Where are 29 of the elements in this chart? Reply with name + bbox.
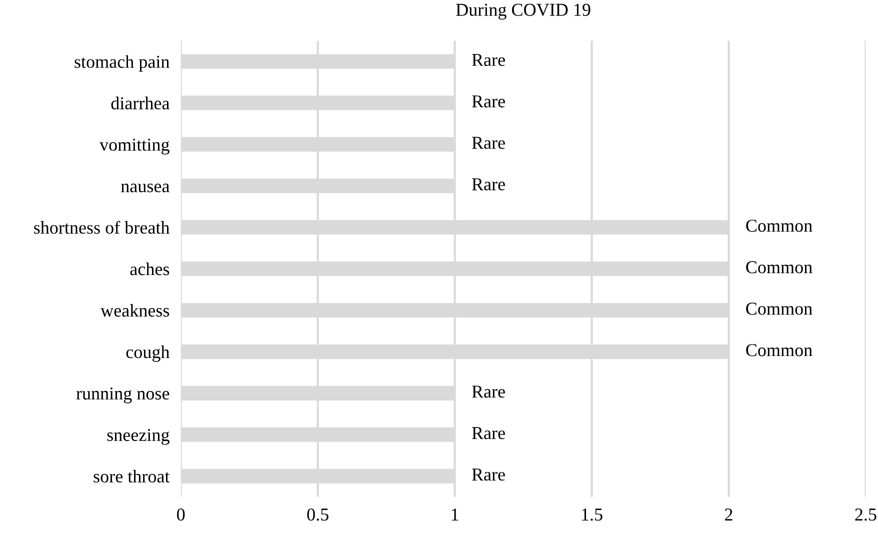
data-label: Rare <box>472 136 505 149</box>
y-tick-label: aches <box>130 262 170 276</box>
y-tick-label: sneezing <box>107 428 170 445</box>
data-label: Rare <box>472 54 505 66</box>
y-tick-label: vomitting <box>100 138 170 155</box>
data-label: Common <box>746 220 812 232</box>
data-label: Rare <box>472 95 505 108</box>
data-label: Rare <box>472 178 505 190</box>
y-tick-label: shortness of breath <box>34 220 170 234</box>
y-tick-label: nausea <box>121 184 170 192</box>
y-tick-label: running nose <box>76 387 170 404</box>
x-tick-label: 0.5 <box>307 508 328 521</box>
data-label: Rare <box>472 386 505 398</box>
chart-title: During COVID 19 <box>456 4 590 20</box>
data-label: Common <box>746 344 812 356</box>
data-label: Common <box>746 261 812 274</box>
data-label: Rare <box>472 468 505 481</box>
y-tick-label: stomach pain <box>74 55 170 72</box>
y-tick-label: diarrhea <box>111 96 170 110</box>
y-tick-label: cough <box>126 345 170 362</box>
x-tick-label: 2 <box>725 508 732 520</box>
x-tick-label: 1 <box>452 508 458 520</box>
data-label: Rare <box>472 427 505 440</box>
x-tick-label: 0 <box>177 508 185 521</box>
y-tick-label: weakness <box>100 304 170 317</box>
x-tick-label: 2.5 <box>855 508 876 521</box>
y-tick-label: sore throat <box>94 470 170 483</box>
data-label: Common <box>746 302 812 315</box>
x-tick-label: 1.5 <box>582 508 602 521</box>
